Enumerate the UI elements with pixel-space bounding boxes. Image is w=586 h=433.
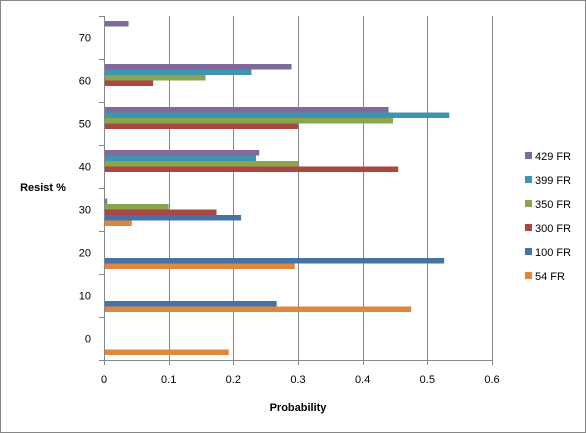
x-tick-label: 0.2 bbox=[226, 374, 241, 386]
bar bbox=[104, 80, 154, 86]
bar bbox=[104, 69, 252, 75]
bar bbox=[104, 166, 399, 172]
legend-swatch bbox=[525, 152, 532, 159]
bar bbox=[104, 263, 295, 269]
legend-label: 429 FR bbox=[535, 151, 571, 163]
bar bbox=[104, 150, 260, 156]
bar bbox=[104, 21, 129, 27]
y-tick-label: 30 bbox=[79, 205, 91, 217]
y-tick-label: 70 bbox=[79, 33, 91, 45]
bar bbox=[104, 123, 298, 129]
x-tick-label: 0 bbox=[101, 374, 107, 386]
legend-item: 300 FR bbox=[525, 223, 571, 235]
legend: 429 FR 399 FR 350 FR 300 FR 100 FR 54 FR bbox=[525, 151, 571, 283]
bar bbox=[104, 161, 298, 167]
bar bbox=[104, 306, 412, 312]
x-axis-title: Probability bbox=[270, 402, 328, 414]
x-tick-label: 0.5 bbox=[420, 374, 435, 386]
y-tick-label: 40 bbox=[79, 162, 91, 174]
legend-label: 399 FR bbox=[535, 175, 571, 187]
y-tick-label: 60 bbox=[79, 76, 91, 88]
y-tick-label: 10 bbox=[79, 291, 91, 303]
y-tick-label: 20 bbox=[79, 248, 91, 260]
bar bbox=[104, 215, 242, 221]
bar bbox=[104, 349, 229, 355]
y-tick-label: 0 bbox=[85, 334, 91, 346]
legend-label: 100 FR bbox=[535, 247, 571, 259]
y-axis-title: Resist % bbox=[20, 182, 66, 194]
legend-item: 54 FR bbox=[525, 271, 565, 283]
x-tick-label: 0.3 bbox=[290, 374, 305, 386]
bar bbox=[104, 107, 389, 113]
bar bbox=[104, 301, 277, 307]
bar bbox=[104, 75, 206, 81]
bar bbox=[104, 209, 217, 215]
legend-label: 300 FR bbox=[535, 223, 571, 235]
legend-swatch bbox=[525, 248, 532, 255]
x-tick-label: 0.1 bbox=[161, 374, 176, 386]
bar bbox=[104, 204, 169, 210]
bar bbox=[104, 220, 132, 226]
bar bbox=[104, 155, 256, 161]
legend-label: 350 FR bbox=[535, 199, 571, 211]
legend-item: 350 FR bbox=[525, 199, 571, 211]
legend-item: 399 FR bbox=[525, 175, 571, 187]
legend-swatch bbox=[525, 176, 532, 183]
bar bbox=[104, 118, 394, 124]
x-tick-label: 0.6 bbox=[484, 374, 499, 386]
x-tick-label: 0.4 bbox=[355, 374, 370, 386]
legend-item: 429 FR bbox=[525, 151, 571, 163]
bar bbox=[104, 198, 108, 204]
legend-label: 54 FR bbox=[535, 271, 565, 283]
bar bbox=[104, 64, 292, 70]
legend-swatch bbox=[525, 272, 532, 279]
legend-item: 100 FR bbox=[525, 247, 571, 259]
legend-swatch bbox=[525, 224, 532, 231]
y-tick-label: 50 bbox=[79, 119, 91, 131]
bar bbox=[104, 258, 445, 264]
legend-swatch bbox=[525, 200, 532, 207]
bar bbox=[104, 112, 450, 118]
